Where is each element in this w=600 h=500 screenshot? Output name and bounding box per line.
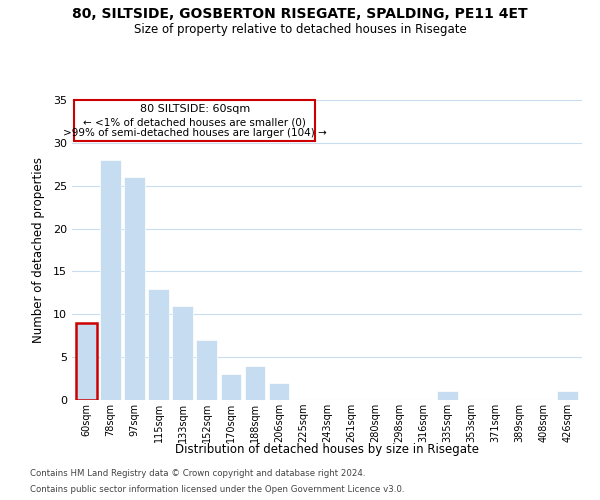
Text: Distribution of detached houses by size in Risegate: Distribution of detached houses by size … — [175, 442, 479, 456]
Text: Size of property relative to detached houses in Risegate: Size of property relative to detached ho… — [134, 22, 466, 36]
Text: >99% of semi-detached houses are larger (104) →: >99% of semi-detached houses are larger … — [63, 128, 326, 138]
Text: Contains public sector information licensed under the Open Government Licence v3: Contains public sector information licen… — [30, 485, 404, 494]
Bar — [557, 392, 578, 400]
Text: Contains HM Land Registry data © Crown copyright and database right 2024.: Contains HM Land Registry data © Crown c… — [30, 468, 365, 477]
Bar — [148, 288, 169, 400]
Bar — [245, 366, 265, 400]
Bar — [124, 177, 145, 400]
Text: 80 SILTSIDE: 60sqm: 80 SILTSIDE: 60sqm — [140, 104, 250, 115]
Bar — [76, 323, 97, 400]
Bar — [269, 383, 289, 400]
Text: ← <1% of detached houses are smaller (0): ← <1% of detached houses are smaller (0) — [83, 117, 306, 127]
Y-axis label: Number of detached properties: Number of detached properties — [32, 157, 44, 343]
Bar — [196, 340, 217, 400]
Bar — [221, 374, 241, 400]
Bar — [172, 306, 193, 400]
Bar — [437, 392, 458, 400]
Bar — [100, 160, 121, 400]
Text: 80, SILTSIDE, GOSBERTON RISEGATE, SPALDING, PE11 4ET: 80, SILTSIDE, GOSBERTON RISEGATE, SPALDI… — [72, 8, 528, 22]
FancyBboxPatch shape — [74, 100, 315, 141]
